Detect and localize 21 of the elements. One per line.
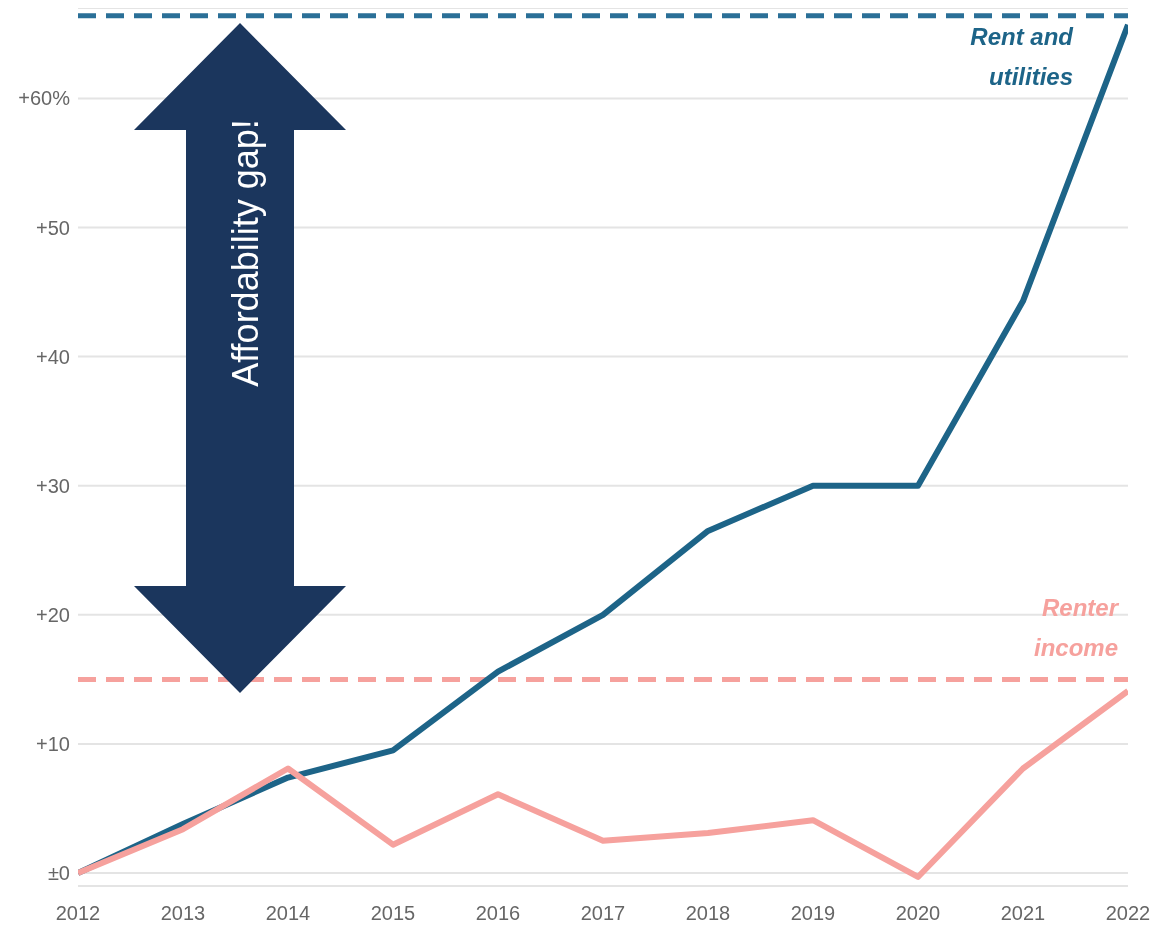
y-tick-label: +20	[36, 603, 70, 626]
x-tick-label: 2021	[1000, 902, 1046, 925]
y-tick-label: +30	[36, 474, 70, 497]
x-tick-label: 2022	[1105, 902, 1151, 925]
x-tick-label: 2020	[895, 902, 941, 925]
y-tick-label: +10	[36, 733, 70, 756]
x-tick-label: 2017	[580, 902, 626, 925]
x-tick-label: 2019	[790, 902, 836, 925]
x-tick-label: 2012	[55, 902, 101, 925]
series-label: Renter income	[1033, 594, 1120, 662]
y-tick-label: +50	[36, 216, 70, 239]
x-tick-label: 2013	[160, 902, 206, 925]
series-label: Rent and utilities	[970, 22, 1075, 90]
x-tick-label: 2014	[265, 902, 311, 925]
y-tick-label: ±0	[47, 862, 70, 885]
x-tick-label: 2018	[685, 902, 731, 925]
annotation: Affordability gap!	[225, 119, 266, 387]
y-tick-label: +40	[36, 345, 70, 368]
x-tick-label: 2016	[475, 902, 521, 925]
x-tick-label: 2015	[370, 902, 416, 925]
y-tick-label: +60%	[18, 87, 71, 110]
